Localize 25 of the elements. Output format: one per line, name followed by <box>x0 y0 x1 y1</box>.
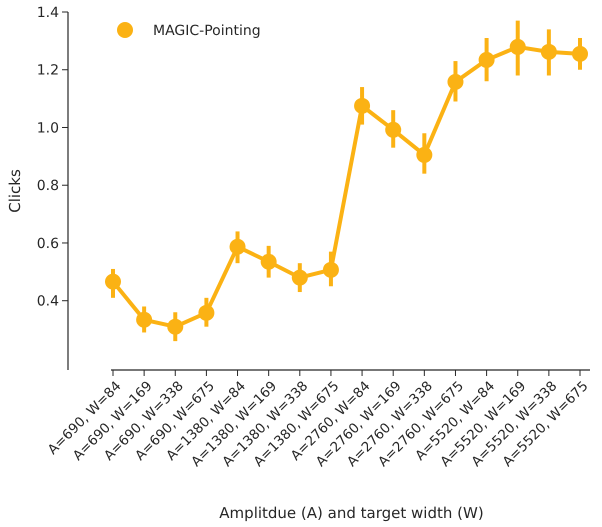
point <box>354 98 370 114</box>
y-tick-label: 1.2 <box>36 62 59 79</box>
y-tick-label: 1.0 <box>36 120 59 136</box>
point <box>572 46 588 62</box>
point <box>478 52 495 68</box>
point <box>510 38 526 55</box>
point <box>136 312 152 328</box>
point <box>322 262 339 278</box>
point <box>540 44 557 60</box>
point <box>416 146 432 163</box>
y-tick-label: 0.6 <box>36 236 60 252</box>
point <box>385 122 402 138</box>
point <box>198 304 214 321</box>
point <box>105 274 121 290</box>
point <box>167 318 184 335</box>
y-tick-label: 0.4 <box>36 294 60 310</box>
point <box>447 74 464 90</box>
y-tick-label: 0.8 <box>36 178 59 194</box>
legend-label: MAGIC-Pointing <box>153 22 261 39</box>
point <box>260 254 277 270</box>
point <box>292 270 308 286</box>
y-axis-title: Clicks <box>6 169 24 213</box>
y-tick-label: 1.4 <box>36 4 60 21</box>
point <box>230 238 246 255</box>
x-axis-title: Amplitdue (A) and target width (W) <box>219 504 484 522</box>
